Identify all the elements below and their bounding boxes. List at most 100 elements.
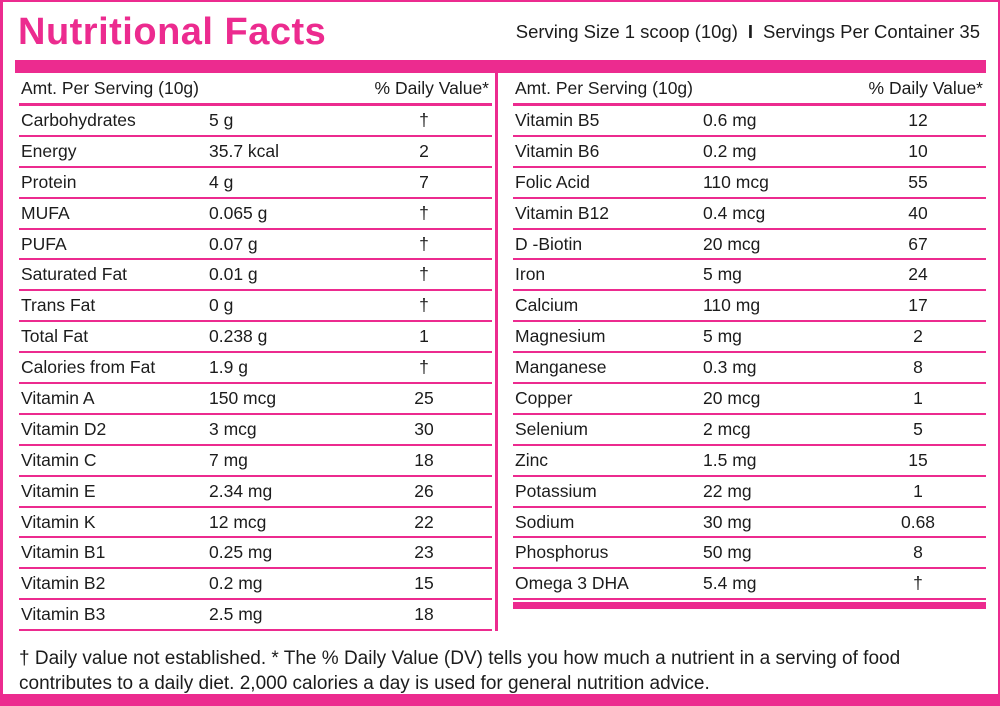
nutrient-dv: 1 — [419, 326, 429, 347]
nutrient-amount: 0.4 mcg — [703, 202, 766, 223]
nutrient-amount: 7 mg — [209, 449, 248, 470]
nutrient-dv: 55 — [908, 171, 928, 192]
nutrient-dv: 67 — [908, 233, 928, 254]
nutrient-dv: 0.68 — [900, 511, 936, 532]
nutrient-dv: 5 — [913, 418, 923, 439]
nutrient-name: Vitamin B2 — [21, 573, 106, 594]
nutrient-row: Vitamin C 7 mg 18 — [19, 446, 492, 477]
nutrient-name: Manganese — [515, 357, 607, 378]
nutrient-row: Vitamin A 150 mcg 25 — [19, 384, 492, 415]
nutrient-amount: 2.34 mg — [209, 480, 273, 501]
nutrient-name: Vitamin B6 — [515, 140, 600, 161]
nutrient-amount: 0.238 g — [209, 326, 268, 347]
nutrient-name: Carbohydrates — [21, 109, 136, 130]
nutrient-name: Vitamin C — [21, 449, 97, 470]
nutrient-row: D -Biotin 20 mcg 67 — [513, 230, 986, 261]
nutrient-name: Selenium — [515, 418, 588, 439]
nutrient-row: Vitamin E 2.34 mg 26 — [19, 477, 492, 508]
nutrient-dv: 40 — [908, 202, 928, 223]
nutrient-dv: 7 — [419, 171, 429, 192]
nutrient-name: Trans Fat — [21, 295, 96, 316]
nutrient-column-left: Amt. Per Serving (10g) % Daily Value* Ca… — [15, 73, 492, 632]
nutrient-name: Vitamin B3 — [21, 604, 106, 625]
nutrient-name: PUFA — [21, 233, 67, 254]
nutrient-row: Vitamin K 12 mcg 22 — [19, 508, 492, 539]
column-header: Amt. Per Serving (10g) % Daily Value* — [513, 73, 986, 106]
nutrient-name: Vitamin A — [21, 387, 95, 408]
nutrient-amount: 12 mcg — [209, 511, 267, 532]
nutrient-name: Calcium — [515, 295, 579, 316]
title-underline-bar — [15, 60, 986, 73]
nutrient-amount: 0.6 mg — [703, 109, 757, 130]
nutrient-dv: 1 — [913, 387, 923, 408]
daily-value-header: % Daily Value* — [374, 77, 489, 98]
nutrient-amount: 1.5 mg — [703, 449, 757, 470]
column-header: Amt. Per Serving (10g) % Daily Value* — [19, 73, 492, 106]
nutrient-dv: 15 — [414, 573, 434, 594]
nutrient-dv: 15 — [908, 449, 928, 470]
nutrient-name: Iron — [515, 264, 546, 285]
nutrient-row: Phosphorus 50 mg 8 — [513, 538, 986, 570]
nutrient-dv: 12 — [908, 109, 928, 130]
nutrient-dv: 30 — [414, 418, 434, 439]
nutrient-name: MUFA — [21, 202, 70, 223]
nutrient-row: Vitamin B2 0.2 mg 15 — [19, 569, 492, 601]
serving-info-divider: I — [747, 21, 754, 42]
nutrient-amount: 30 mg — [703, 511, 752, 532]
nutrient-row: Vitamin B3 2.5 mg 18 — [19, 600, 492, 632]
nutrient-row: Copper 20 mcg 1 — [513, 384, 986, 415]
nutrient-row: Vitamin B6 0.2 mg 10 — [513, 137, 986, 168]
nutrient-amount: 2.5 mg — [209, 604, 263, 625]
nutrient-dv: 22 — [414, 511, 434, 532]
nutrient-name: Potassium — [515, 480, 597, 501]
nutrient-amount: 0.3 mg — [703, 357, 757, 378]
nutrient-name: Omega 3 DHA — [515, 573, 629, 594]
nutrient-dv: 2 — [913, 326, 923, 347]
serving-size-text: Serving Size 1 scoop (10g) — [515, 21, 738, 42]
amount-header: Amt. Per Serving (10g) — [515, 77, 693, 98]
nutrient-name: Vitamin E — [21, 480, 96, 501]
nutrient-amount: 0.01 g — [209, 264, 258, 285]
nutrient-row: Calcium 110 mg 17 — [513, 291, 986, 323]
nutrient-row: PUFA 0.07 g † — [19, 230, 492, 261]
nutrient-amount: 3 mcg — [209, 418, 257, 439]
nutrient-amount: 0.25 mg — [209, 542, 273, 563]
nutrient-dv: 23 — [414, 542, 434, 563]
nutrient-dv: 1 — [913, 480, 923, 501]
nutrient-name: Copper — [515, 387, 573, 408]
left-rows: Carbohydrates 5 g † Energy 35.7 kcal 2 Protein… — [19, 106, 492, 632]
nutrient-amount: 150 mcg — [209, 387, 277, 408]
amount-header: Amt. Per Serving (10g) — [21, 77, 199, 98]
nutrient-dv: 8 — [913, 542, 923, 563]
label-header: Nutritional Facts Serving Size 1 scoop (… — [3, 2, 998, 58]
page-title: Nutritional Facts — [18, 11, 327, 53]
nutrient-row: Vitamin B1 0.25 mg 23 — [19, 538, 492, 570]
nutrient-amount: 50 mg — [703, 542, 752, 563]
nutrient-row: Magnesium 5 mg 2 — [513, 322, 986, 354]
nutrient-row: Carbohydrates 5 g † — [19, 106, 492, 137]
nutrient-column-right: Amt. Per Serving (10g) % Daily Value* Vi… — [501, 73, 986, 610]
nutrient-row: Calories from Fat 1.9 g † — [19, 353, 492, 385]
nutrient-row: Vitamin B12 0.4 mcg 40 — [513, 199, 986, 230]
nutrient-row: Trans Fat 0 g † — [19, 291, 492, 323]
bottom-bar — [3, 694, 998, 704]
nutrient-dv: 8 — [913, 357, 923, 378]
column-divider — [495, 73, 498, 632]
nutrient-name: Protein — [21, 171, 77, 192]
table-end-bar — [513, 602, 986, 610]
nutrient-table: Amt. Per Serving (10g) % Daily Value* Ca… — [15, 73, 986, 632]
nutrient-name: Vitamin D2 — [21, 418, 107, 439]
nutrient-dv: 25 — [414, 387, 434, 408]
nutrient-row: Omega 3 DHA 5.4 mg † — [513, 569, 986, 601]
nutrient-dv: 17 — [908, 295, 928, 316]
nutrient-dv: † — [419, 357, 429, 378]
nutrient-name: Vitamin K — [21, 511, 96, 532]
nutrient-name: Vitamin B12 — [515, 202, 610, 223]
nutrient-amount: 0.065 g — [209, 202, 268, 223]
nutrient-name: Vitamin B1 — [21, 542, 106, 563]
nutrient-amount: 20 mcg — [703, 233, 761, 254]
nutrient-row: Potassium 22 mg 1 — [513, 477, 986, 508]
nutrient-name: D -Biotin — [515, 233, 583, 254]
nutrient-dv: † — [419, 295, 429, 316]
nutrient-amount: 22 mg — [703, 480, 752, 501]
